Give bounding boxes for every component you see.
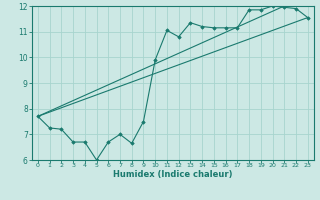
- X-axis label: Humidex (Indice chaleur): Humidex (Indice chaleur): [113, 170, 233, 179]
